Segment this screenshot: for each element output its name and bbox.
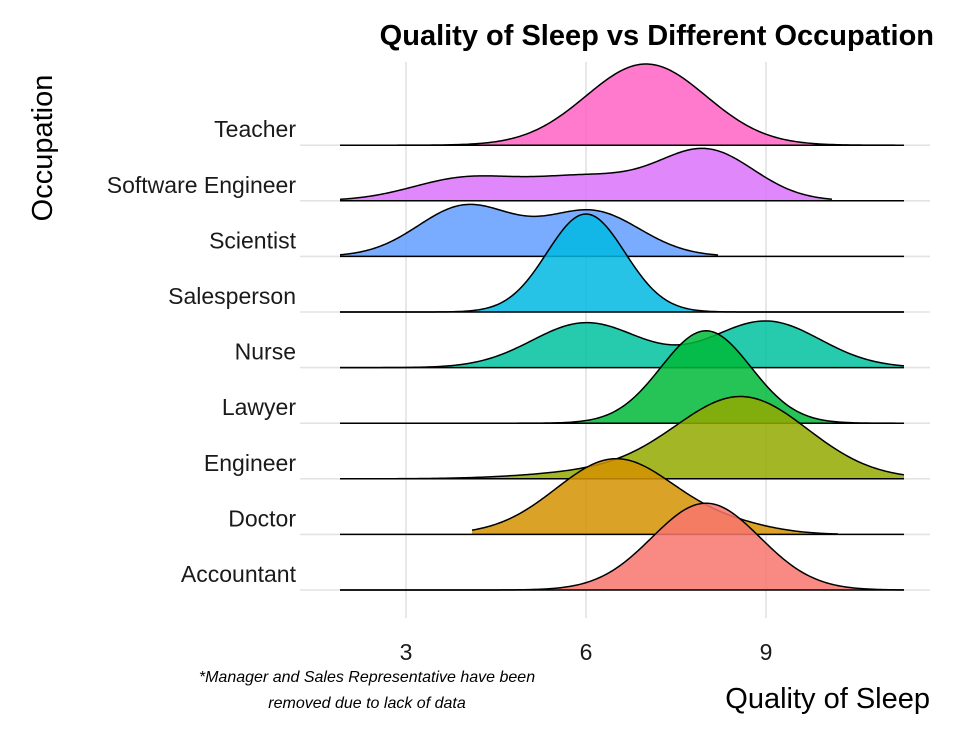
- ridge-outline-engineer: [340, 395, 905, 480]
- chart-title: Quality of Sleep vs Different Occupation: [380, 20, 934, 52]
- ridges: [339, 63, 905, 591]
- x-tick-labels: 3 6 9: [400, 639, 773, 665]
- ridge-outline-accountant: [340, 502, 905, 591]
- y-tick-label: Nurse: [235, 339, 296, 365]
- y-tick-label: Lawyer: [222, 394, 296, 420]
- ridge-fill-teacher: [340, 64, 904, 146]
- ridge-fill-doctor: [472, 458, 838, 535]
- ridge-outline-doctor: [471, 457, 839, 535]
- y-tick-label: Doctor: [228, 505, 296, 531]
- ridge-fill-scientist: [340, 204, 718, 257]
- category-labels: Teacher Software Engineer Scientist Salespe…: [107, 116, 297, 587]
- ridge-fill-salesperson: [340, 214, 904, 312]
- x-tick-label: 9: [760, 639, 773, 665]
- ridge-outline-teacher: [340, 63, 904, 146]
- ridge-outline-scientist: [339, 203, 719, 256]
- caption-line-2: removed due to lack of data: [268, 695, 466, 712]
- y-tick-label: Salesperson: [168, 283, 296, 309]
- ridge-fill-lawyer: [340, 330, 904, 424]
- ridge-fill-engineer: [340, 396, 904, 479]
- ridge-fill-accountant: [340, 503, 904, 590]
- ridge-outline-software-engineer: [339, 147, 833, 201]
- y-tick-label: Engineer: [204, 450, 296, 476]
- y-axis-title: Occupation: [27, 75, 59, 222]
- x-axis-title: Quality of Sleep: [725, 683, 930, 715]
- y-tick-label: Accountant: [181, 561, 297, 587]
- ridge-outline-nurse: [340, 320, 905, 369]
- x-tick-label: 6: [580, 639, 593, 665]
- y-tick-label: Software Engineer: [107, 172, 297, 198]
- y-tick-label: Scientist: [209, 227, 297, 253]
- ridge-fill-nurse: [340, 320, 904, 368]
- caption-line-1: *Manager and Sales Representative have b…: [199, 669, 535, 686]
- ridge-outline-salesperson: [340, 213, 904, 313]
- y-tick-label: Teacher: [214, 116, 296, 142]
- x-tick-label: 3: [400, 639, 413, 665]
- ridge-outline-lawyer: [340, 330, 904, 424]
